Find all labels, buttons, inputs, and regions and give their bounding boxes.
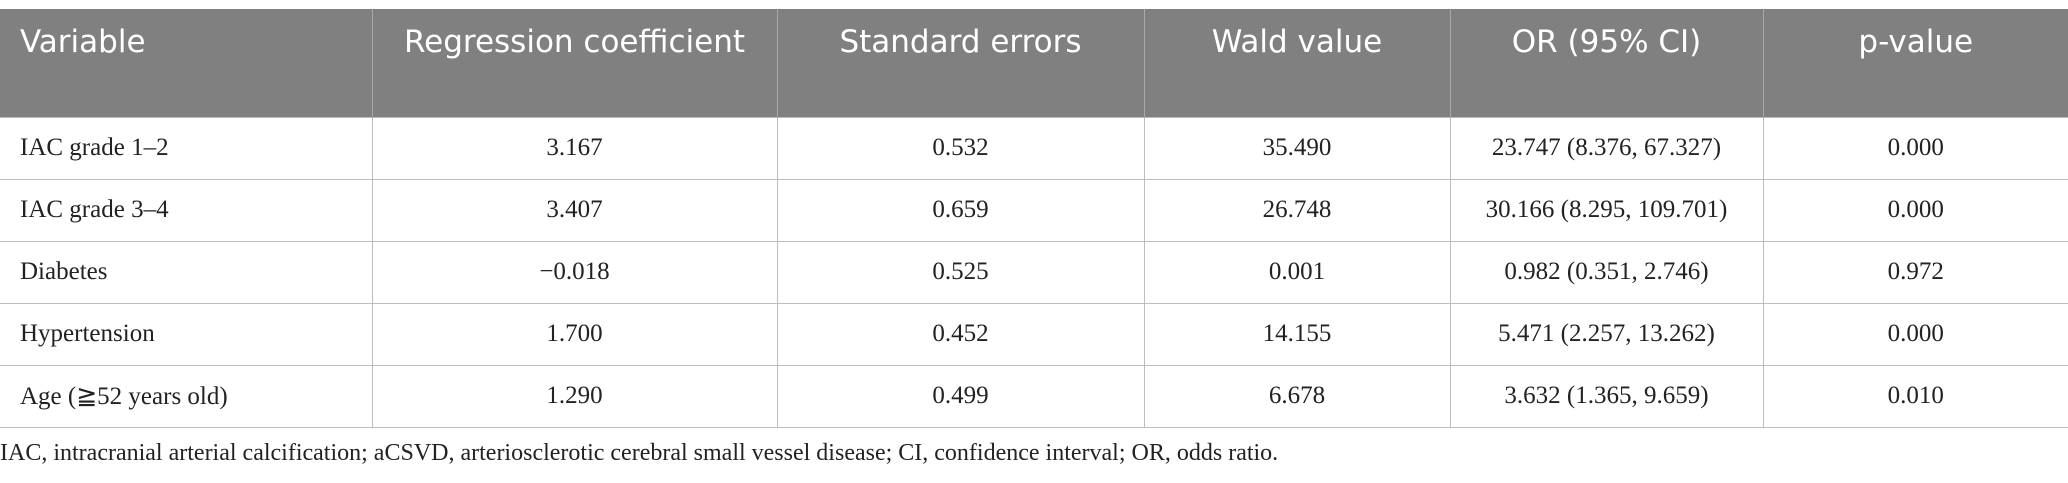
- cell: 0.010: [1762, 364, 2068, 428]
- column-header: p-value: [1762, 9, 2068, 117]
- cell: 0.000: [1762, 178, 2068, 242]
- cell: 0.659: [776, 178, 1145, 242]
- column-header: Variable: [0, 9, 372, 117]
- table-row: IAC grade 1–2 3.167 0.532 35.490 23.747 (8.3…: [0, 116, 2068, 180]
- cell: 0.982 (0.351, 2.746): [1449, 240, 1764, 304]
- cell: 30.166 (8.295, 109.701): [1449, 178, 1764, 242]
- column-header: Regression coefficient: [371, 9, 777, 117]
- cell: 0.000: [1762, 302, 2068, 366]
- table-row: Diabetes −0.018 0.525 0.001 0.982 (0.351, 2.…: [0, 240, 2068, 304]
- row-label: IAC grade 1–2: [0, 116, 373, 180]
- table-row: IAC grade 3–4 3.407 0.659 26.748 30.166 (8.2…: [0, 178, 2068, 242]
- cell: 23.747 (8.376, 67.327): [1449, 116, 1764, 180]
- header-row: Variable Regression coefficient Standard e…: [0, 9, 2068, 117]
- row-label: Hypertension: [0, 302, 373, 366]
- column-header: OR (95% CI): [1449, 9, 1763, 117]
- cell: 5.471 (2.257, 13.262): [1449, 302, 1764, 366]
- table-body: IAC grade 1–2 3.167 0.532 35.490 23.747 (8.3…: [0, 116, 2068, 428]
- footnote: IAC, intracranial arterial calcification…: [0, 440, 1279, 466]
- table-row: Hypertension 1.700 0.452 14.155 5.471 (2.257…: [0, 302, 2068, 366]
- cell: 0.001: [1143, 240, 1451, 304]
- cell: 6.678: [1143, 364, 1451, 428]
- cell: 1.290: [371, 364, 778, 428]
- regression-table: Variable Regression coefficient Standard e…: [0, 9, 2068, 428]
- cell: 3.167: [371, 116, 778, 180]
- cell: 0.532: [776, 116, 1145, 180]
- cell: 3.632 (1.365, 9.659): [1449, 364, 1764, 428]
- row-label: IAC grade 3–4: [0, 178, 373, 242]
- row-label: Age (≧52 years old): [0, 364, 373, 428]
- cell: 0.972: [1762, 240, 2068, 304]
- cell: 3.407: [371, 178, 778, 242]
- table-row: Age (≧52 years old) 1.290 0.499 6.678 3.632 …: [0, 364, 2068, 428]
- cell: 14.155: [1143, 302, 1451, 366]
- cell: 35.490: [1143, 116, 1451, 180]
- cell: 0.525: [776, 240, 1145, 304]
- column-header: Standard errors: [776, 9, 1144, 117]
- cell: 0.499: [776, 364, 1145, 428]
- cell: 0.452: [776, 302, 1145, 366]
- cell: 26.748: [1143, 178, 1451, 242]
- row-label: Diabetes: [0, 240, 373, 304]
- cell: 1.700: [371, 302, 778, 366]
- cell: −0.018: [371, 240, 778, 304]
- column-header: Wald value: [1143, 9, 1450, 117]
- cell: 0.000: [1762, 116, 2068, 180]
